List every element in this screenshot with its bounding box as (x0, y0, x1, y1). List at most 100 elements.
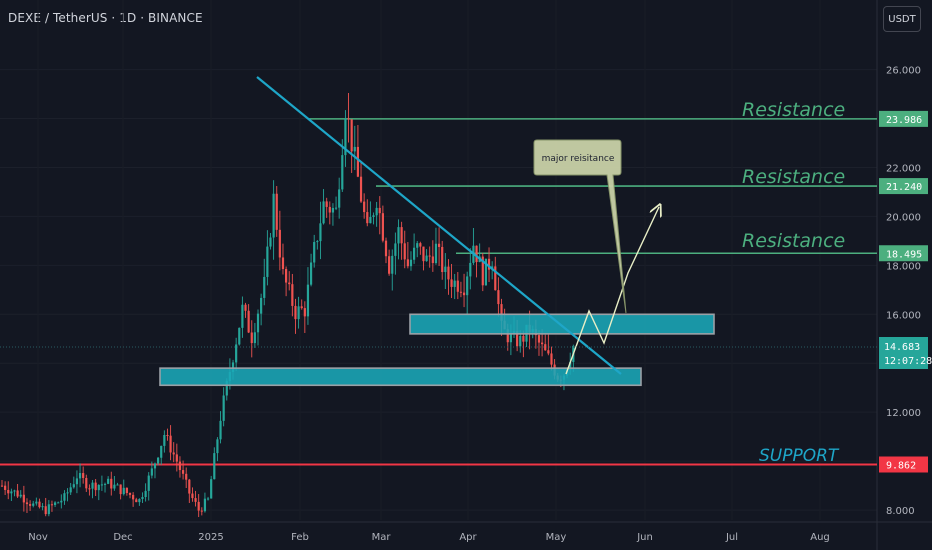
candle (441, 240, 444, 280)
candle (263, 258, 266, 306)
x-tick-label: Dec (113, 532, 132, 543)
candle (288, 271, 291, 291)
projection-arrow (565, 207, 659, 375)
candle (450, 263, 453, 299)
currency-button[interactable]: USDT (883, 6, 921, 32)
candle (294, 298, 297, 334)
candle (19, 490, 22, 499)
candle (487, 247, 491, 282)
candle (381, 205, 384, 243)
level-price-tag-text: 23.986 (886, 115, 922, 126)
candle (338, 177, 341, 219)
candle (122, 479, 125, 496)
descending-trendline (256, 76, 622, 375)
candle (25, 498, 29, 514)
y-tick-label: 18.000 (886, 261, 921, 272)
candle (397, 219, 400, 260)
candle (172, 442, 175, 463)
level-price-tag-text: 9.862 (886, 461, 916, 472)
candle (219, 411, 222, 444)
candle (107, 476, 110, 485)
candle (138, 498, 141, 506)
candle (297, 296, 300, 329)
candle (306, 267, 310, 325)
candle (13, 489, 16, 497)
candle (100, 475, 104, 491)
y-tick-label: 26.000 (886, 66, 921, 77)
candlestick-series (0, 92, 575, 518)
candle (350, 119, 353, 173)
candle (94, 479, 97, 497)
y-tick-label: 12.000 (886, 408, 921, 419)
candle (203, 492, 207, 513)
candle (275, 186, 278, 237)
candle (359, 162, 363, 204)
candle (85, 474, 88, 492)
candle (116, 482, 119, 486)
upper-demand-zone (409, 313, 715, 335)
x-axis: Nov Dec 2025 Feb Mar Apr May Jun Jul Aug (28, 532, 830, 543)
current-price-value: 14.683 (884, 342, 920, 353)
candle (185, 467, 188, 489)
candle (462, 273, 466, 308)
candle (319, 201, 322, 260)
x-tick-label: Mar (372, 532, 392, 543)
candle (50, 500, 54, 512)
candle (266, 230, 269, 286)
candle (416, 240, 419, 258)
candle (481, 252, 484, 292)
candle (422, 246, 425, 271)
candle (425, 249, 428, 262)
candle (353, 125, 356, 171)
candle (285, 266, 288, 297)
candle (241, 296, 244, 338)
candle (391, 249, 394, 291)
candle (166, 428, 169, 441)
candle (375, 201, 378, 227)
support-label: SUPPORT (759, 446, 840, 466)
candle (47, 500, 50, 517)
candle (400, 221, 403, 260)
candle (434, 227, 438, 265)
resistance-label-1: Resistance (742, 99, 845, 121)
candle (403, 230, 406, 269)
candle (0, 479, 4, 487)
candle-countdown: 12:07:28 (884, 356, 932, 367)
level-price-tag (879, 245, 928, 262)
candle (7, 481, 10, 500)
candle (388, 249, 391, 276)
candle (472, 227, 475, 265)
candle (466, 271, 469, 314)
candle (372, 212, 375, 225)
candle (235, 337, 238, 371)
candle (144, 483, 147, 502)
candle (272, 180, 275, 260)
candle (32, 500, 35, 508)
candle (347, 92, 350, 143)
candle (160, 445, 163, 465)
candle (322, 189, 325, 225)
x-tick-label: Jun (636, 532, 653, 543)
candle (82, 466, 85, 484)
candle (247, 304, 250, 334)
candle (544, 334, 547, 351)
candle (141, 492, 144, 504)
candle (206, 496, 210, 501)
level-price-tag-text: 18.495 (886, 249, 922, 260)
candle (313, 234, 316, 268)
resistance-label-2: Resistance (742, 166, 845, 188)
x-tick-label: Aug (810, 532, 830, 543)
candle (191, 487, 194, 502)
candle (431, 240, 434, 272)
y-tick-label: 8.000 (886, 506, 915, 517)
level-price-tag-text: 21.240 (886, 182, 922, 193)
candle (4, 481, 7, 496)
x-tick-label: Nov (28, 532, 48, 543)
candle (57, 501, 60, 504)
candle (328, 201, 331, 225)
candle (210, 475, 213, 499)
candle (413, 233, 416, 264)
candle (53, 501, 57, 508)
